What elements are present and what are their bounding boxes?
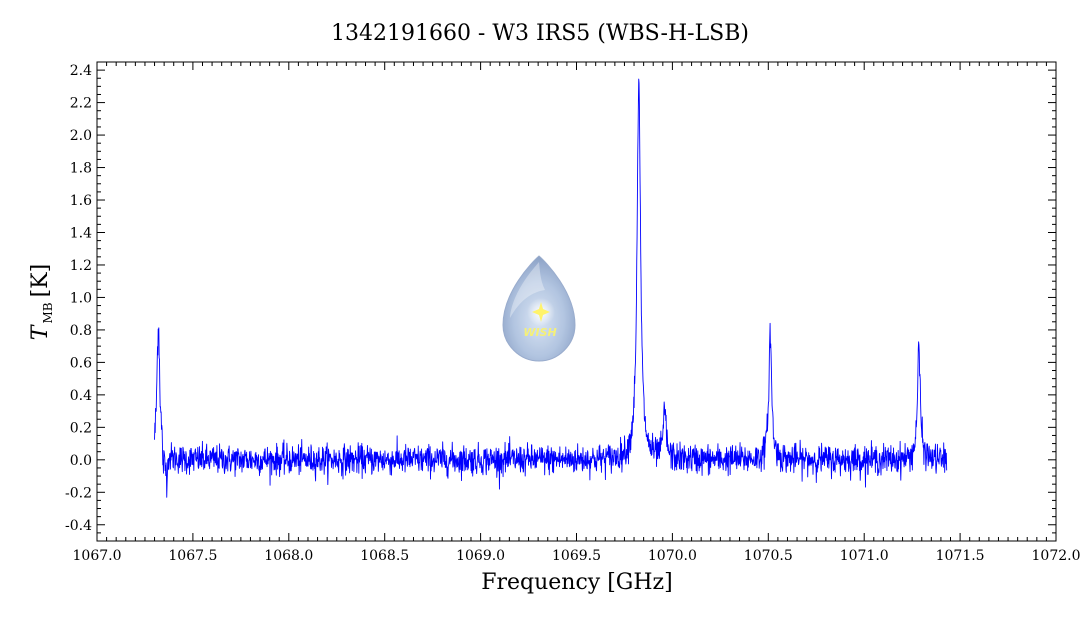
y-axis-unit: [K] [28, 264, 53, 298]
chart-title: 1342191660 - W3 IRS5 (WBS-H-LSB) [331, 21, 749, 46]
axis-ticks [96, 61, 1057, 542]
x-axis-label: Frequency [GHz] [481, 570, 673, 595]
y-tick-label: 0.0 [70, 453, 92, 469]
y-tick-label: 1.6 [70, 193, 92, 209]
star-icon [532, 302, 550, 322]
x-tick-label: 1070.5 [744, 548, 793, 564]
y-tick-label: 0.2 [70, 420, 92, 436]
svg-text:TMB[K]: TMB [K] [28, 264, 55, 340]
x-tick-label: 1068.5 [360, 548, 409, 564]
logo-text: WISH [523, 326, 556, 339]
x-tick-label: 1070.0 [648, 548, 697, 564]
y-tick-label: 1.4 [70, 225, 92, 241]
x-tick-label: 1067.0 [73, 548, 122, 564]
y-tick-label: 1.0 [70, 290, 92, 306]
y-tick-label: 0.6 [70, 355, 92, 371]
y-tick-label: 1.8 [70, 161, 92, 177]
x-tick-label: 1072.0 [1032, 548, 1080, 564]
x-tick-label: 1071.5 [936, 548, 985, 564]
y-axis-subscript: MB [41, 302, 55, 323]
x-tick-label: 1068.0 [264, 548, 313, 564]
x-tick-label: 1071.0 [840, 548, 889, 564]
y-tick-label: 1.2 [70, 258, 92, 274]
y-tick-label: 2.0 [70, 128, 92, 144]
x-tick-label: 1069.5 [552, 548, 601, 564]
series-line [154, 78, 948, 498]
plot-frame [96, 61, 1057, 542]
y-tick-label: 0.4 [70, 388, 92, 404]
y-tick-label: -0.2 [65, 485, 92, 501]
y-tick-label: 0.8 [70, 323, 92, 339]
y-tick-label: 2.2 [70, 96, 92, 112]
y-tick-label: -0.4 [65, 518, 92, 534]
wish-logo: WISH [502, 255, 576, 362]
x-tick-label: 1067.5 [168, 548, 217, 564]
y-axis-symbol: T [28, 323, 53, 340]
y-axis-label: TMB [K] [28, 264, 55, 340]
x-tick-label: 1069.0 [456, 548, 505, 564]
tick-labels: 1067.0 1067.5 1068.0 1068.5 1069.0 1069.5 1070… [65, 63, 1080, 564]
y-tick-label: 2.4 [70, 63, 92, 79]
